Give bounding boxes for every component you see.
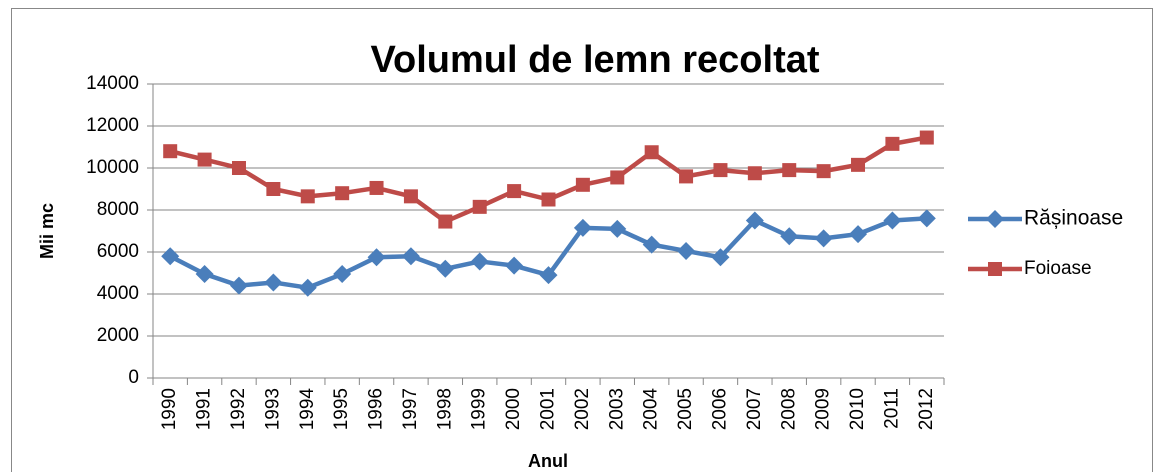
x-tick-label: 1997	[400, 388, 421, 430]
marker	[642, 235, 661, 254]
x-tick-label: 2010	[847, 388, 868, 430]
marker	[747, 166, 762, 181]
marker	[573, 218, 592, 237]
marker	[333, 265, 352, 284]
x-tick-label: 2011	[881, 388, 902, 429]
chart-border	[11, 8, 1153, 472]
x-tick-label: 2001	[538, 388, 559, 430]
marker	[229, 276, 248, 295]
x-tick-label: 2005	[675, 388, 696, 430]
marker	[231, 161, 246, 175]
marker	[369, 180, 384, 195]
x-tick-label: 1995	[331, 388, 352, 430]
x-tick-label: 2004	[641, 388, 662, 431]
x-tick-label: 1991	[194, 388, 215, 430]
marker	[816, 164, 831, 179]
x-tick-label: 1990	[159, 388, 180, 430]
marker	[711, 248, 730, 267]
x-tick-label: 2007	[744, 388, 765, 430]
marker	[335, 186, 350, 201]
marker	[298, 278, 317, 297]
marker	[470, 252, 489, 271]
y-tick-label: 4000	[97, 283, 139, 304]
y-tick-label: 0	[128, 367, 139, 388]
marker	[644, 145, 659, 160]
marker	[780, 227, 799, 246]
marker	[782, 163, 797, 178]
marker	[507, 184, 522, 199]
marker	[677, 241, 696, 260]
x-tick-label: 2002	[572, 388, 593, 430]
legend-label: Rășinoase	[1024, 207, 1123, 230]
y-tick-label: 8000	[97, 199, 139, 220]
y-tick-label: 10000	[86, 157, 139, 178]
marker	[436, 259, 455, 278]
marker	[403, 189, 418, 204]
marker	[197, 152, 212, 167]
marker	[919, 130, 934, 145]
marker	[266, 182, 281, 196]
y-tick-label: 2000	[97, 325, 139, 346]
marker	[541, 192, 556, 207]
x-tick-label: 1992	[228, 388, 249, 430]
x-tick-label: 1998	[434, 388, 455, 430]
y-axis-title: Mii mc	[37, 203, 57, 259]
marker	[883, 211, 902, 230]
marker	[575, 177, 590, 192]
marker	[195, 265, 214, 284]
marker	[851, 157, 866, 172]
x-tick-label: 2000	[503, 388, 524, 430]
x-tick-label: 2006	[709, 388, 730, 430]
marker	[367, 248, 386, 267]
marker	[885, 136, 900, 151]
x-tick-label: 1996	[366, 388, 387, 430]
marker	[988, 262, 1002, 276]
marker	[986, 210, 1004, 228]
x-tick-label: 2003	[606, 388, 627, 430]
marker	[679, 169, 694, 184]
y-tick-label: 14000	[86, 73, 139, 94]
marker	[401, 247, 420, 266]
x-tick-label: 2009	[813, 388, 834, 430]
x-tick-label: 2008	[778, 388, 799, 430]
marker	[539, 266, 558, 285]
x-axis-title: Anul	[528, 451, 568, 471]
x-tick-label: 1994	[297, 388, 318, 431]
marker	[505, 256, 524, 275]
marker	[438, 214, 453, 229]
x-tick-label: 1993	[262, 388, 283, 430]
marker	[610, 170, 625, 185]
marker	[713, 163, 728, 178]
x-tick-label: 2012	[916, 388, 937, 430]
y-tick-label: 12000	[86, 115, 139, 136]
y-tick-label: 6000	[97, 241, 139, 262]
x-tick-label: 1999	[469, 388, 490, 430]
marker	[264, 273, 283, 292]
marker	[608, 219, 627, 238]
marker	[849, 225, 868, 244]
marker	[472, 199, 487, 214]
legend-label: Foioase	[1024, 258, 1092, 279]
chart-title: Volumul de lemn recoltat	[370, 39, 819, 81]
marker	[161, 247, 180, 266]
marker	[917, 209, 936, 228]
marker	[163, 144, 178, 159]
marker	[814, 229, 833, 248]
marker	[745, 211, 764, 230]
marker	[300, 189, 315, 204]
